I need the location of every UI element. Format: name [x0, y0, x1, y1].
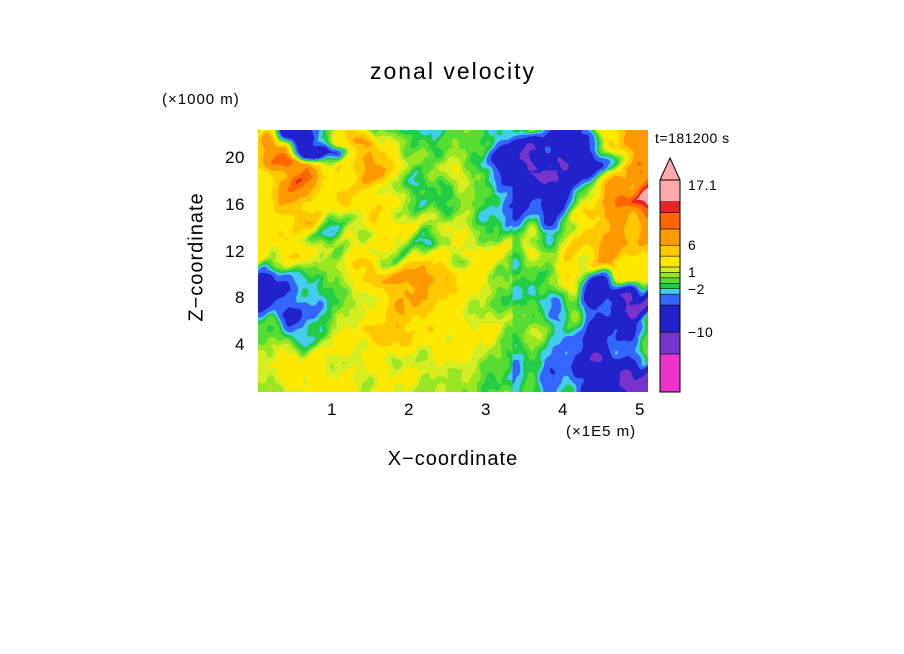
plot-title: zonal velocity — [369, 58, 537, 84]
colorbar-band — [659, 255, 681, 268]
colorbar-frame — [659, 179, 681, 393]
colorbar-band — [659, 304, 681, 333]
x-axis-label: X−coordinate — [387, 448, 519, 470]
colorbar-band — [659, 277, 681, 284]
y-axis-units-label: (×1000 m) — [162, 91, 240, 108]
colorbar-band — [659, 272, 681, 279]
y-tick-label: 20 — [225, 148, 245, 168]
colorbar-band — [659, 228, 681, 246]
colorbar-band — [659, 331, 681, 355]
y-tick-label: 4 — [235, 335, 245, 355]
colorbar-band — [659, 212, 681, 230]
colorbar-band — [659, 293, 681, 306]
colorbar-band — [659, 179, 681, 202]
y-tick-label: 12 — [225, 241, 245, 261]
colorbar-tick-label: −10 — [688, 324, 714, 341]
colorbar-overflow-tip — [659, 156, 681, 181]
x-tick-label: 5 — [635, 400, 645, 419]
x-tick-label: 1 — [327, 400, 337, 419]
colorbar-band — [659, 201, 681, 213]
colorbar-band — [659, 244, 681, 257]
colorbar-band — [659, 266, 681, 273]
colorbar-tick-label: 17.1 — [688, 176, 718, 193]
colorbar-band — [659, 353, 681, 393]
x-axis-units-label: (×1E5 m) — [566, 423, 637, 440]
colorbar-tick-label: −2 — [688, 280, 705, 297]
time-label: t=181200 s — [655, 130, 730, 146]
colorbar — [659, 156, 681, 393]
heatmap-canvas — [258, 130, 648, 392]
x-tick-label: 4 — [558, 400, 568, 419]
colorbar-band — [659, 283, 681, 289]
colorbar-band — [659, 288, 681, 295]
x-tick-label: 3 — [481, 400, 491, 419]
colorbar-tick-label: 1 — [688, 264, 697, 281]
y-tick-label: 8 — [235, 288, 245, 308]
y-tick-label: 16 — [225, 194, 245, 214]
colorbar-tick-label: 6 — [688, 237, 697, 254]
x-tick-label: 2 — [404, 400, 414, 419]
